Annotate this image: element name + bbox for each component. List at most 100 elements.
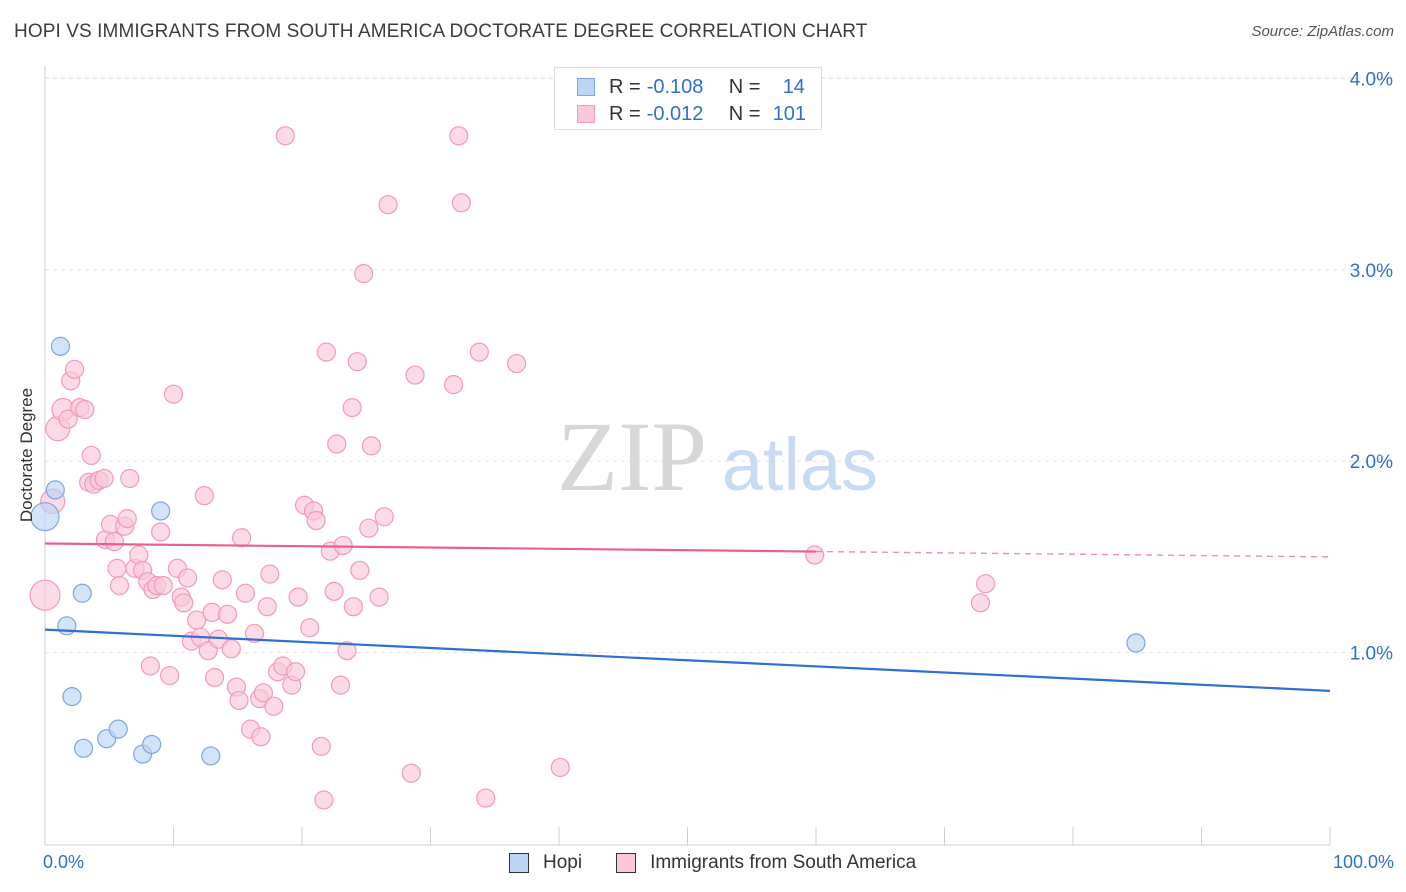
immigrants-point xyxy=(451,193,471,213)
hopi-point xyxy=(201,746,221,766)
immigrants-point xyxy=(160,665,180,686)
immigrants-point xyxy=(361,436,381,456)
y-tick-label-0: 1.0% xyxy=(1350,644,1393,665)
immigrants-point xyxy=(163,384,184,404)
y-axis-label: Doctorate Degree xyxy=(17,387,36,523)
immigrants-point xyxy=(306,510,326,531)
y-tick-label-1: 2.0% xyxy=(1350,452,1393,473)
immigrants-point xyxy=(212,570,232,590)
immigrants-point xyxy=(64,359,85,379)
immigrants-point xyxy=(151,522,171,542)
immigrants-point xyxy=(75,399,95,420)
immigrants-point xyxy=(324,581,344,601)
y-tick-label-2: 3.0% xyxy=(1350,261,1393,282)
immigrants-point xyxy=(469,342,489,362)
hopi-r-value: -0.108 xyxy=(646,75,704,98)
legend-row-hopi: R = -0.108 N = 14 xyxy=(577,74,805,100)
immigrants-point xyxy=(232,528,252,548)
watermark: ZIP atlas xyxy=(557,401,878,512)
immigrants-r-label: R = xyxy=(609,102,641,125)
immigrants-point xyxy=(217,604,238,624)
immigrants-point xyxy=(109,576,130,596)
hopi-n-value: 14 xyxy=(782,75,805,98)
legend-hopi-swatch xyxy=(509,853,529,873)
immigrants-point xyxy=(444,375,464,395)
hopi-n-label: N = xyxy=(728,75,761,98)
immigrants-point xyxy=(221,639,241,659)
legend-hopi-label: Hopi xyxy=(543,852,583,873)
y-tick-labels: 1.0% 2.0% 3.0% 4.0% xyxy=(1350,69,1393,664)
data-points xyxy=(29,126,1146,810)
immigrants-point xyxy=(316,342,337,362)
immigrants-point xyxy=(178,568,198,588)
immigrants-point xyxy=(342,398,362,418)
hopi-point xyxy=(30,502,60,532)
hopi-swatch xyxy=(577,78,595,96)
immigrants-trend-line xyxy=(44,542,817,553)
immigrants-point xyxy=(374,507,394,527)
immigrants-point xyxy=(506,353,527,374)
immigrants-point xyxy=(104,531,124,552)
hopi-point xyxy=(1126,633,1146,653)
immigrants-point xyxy=(205,667,225,688)
immigrants-point xyxy=(29,579,61,611)
immigrants-point xyxy=(275,126,295,146)
immigrants-point xyxy=(94,468,114,489)
axes xyxy=(44,66,1331,846)
x-tick-min: 0.0% xyxy=(43,852,85,872)
x-tick-max: 100.0% xyxy=(1332,852,1394,872)
trend-lines xyxy=(44,542,1331,692)
immigrants-n-label: N = xyxy=(728,102,761,125)
immigrants-point xyxy=(314,790,334,810)
immigrants-point xyxy=(405,365,425,385)
immigrants-point xyxy=(58,409,78,429)
immigrants-point xyxy=(174,593,194,613)
watermark-zip: ZIP xyxy=(557,401,707,512)
legend-immigrants-swatch xyxy=(616,853,637,873)
immigrants-point xyxy=(120,468,140,489)
immigrants-point xyxy=(194,486,214,506)
hopi-point xyxy=(50,336,71,356)
watermark-atlas: atlas xyxy=(722,423,878,506)
hopi-point xyxy=(57,616,77,636)
immigrants-point xyxy=(285,662,306,682)
legend-item-immigrants: Immigrants from South America xyxy=(616,852,916,874)
legend-row-immigrants: R = -0.012 N = 101 xyxy=(577,101,806,127)
legend-item-hopi: Hopi xyxy=(509,852,582,874)
y-tick-label-3: 4.0% xyxy=(1350,69,1393,90)
immigrants-point xyxy=(333,535,353,556)
immigrants-point xyxy=(327,434,347,454)
immigrants-point xyxy=(976,574,996,594)
immigrants-point xyxy=(300,618,320,638)
immigrants-point xyxy=(449,126,469,146)
series-legend: Hopi Immigrants from South America xyxy=(509,852,950,874)
immigrants-point xyxy=(311,736,331,756)
source-label: Source: ZipAtlas.com xyxy=(1251,23,1394,40)
immigrants-point xyxy=(153,576,173,596)
immigrants-point xyxy=(378,195,398,215)
immigrants-point xyxy=(140,656,160,676)
immigrants-point xyxy=(244,623,265,644)
immigrants-point xyxy=(970,593,991,613)
immigrants-point xyxy=(288,587,308,607)
chart-title: HOPI VS IMMIGRANTS FROM SOUTH AMERICA DO… xyxy=(14,21,868,42)
immigrants-point xyxy=(369,587,389,607)
immigrants-point xyxy=(264,696,284,716)
immigrants-point xyxy=(550,757,570,778)
immigrants-point xyxy=(350,560,370,580)
hopi-point xyxy=(108,719,128,739)
immigrants-point xyxy=(107,558,127,578)
immigrants-trend-line-extension xyxy=(815,550,1331,558)
correlation-legend: R = -0.108 N = 14 R = -0.012 N = 101 xyxy=(554,67,822,130)
immigrants-point xyxy=(253,683,274,703)
immigrants-point xyxy=(359,518,379,538)
immigrants-point xyxy=(251,727,271,747)
immigrants-point xyxy=(257,597,277,617)
immigrants-point xyxy=(805,545,825,565)
hopi-point xyxy=(73,738,94,758)
immigrants-point xyxy=(260,564,280,584)
immigrants-point xyxy=(354,264,374,284)
immigrants-point xyxy=(347,352,367,372)
immigrants-point xyxy=(343,597,363,617)
